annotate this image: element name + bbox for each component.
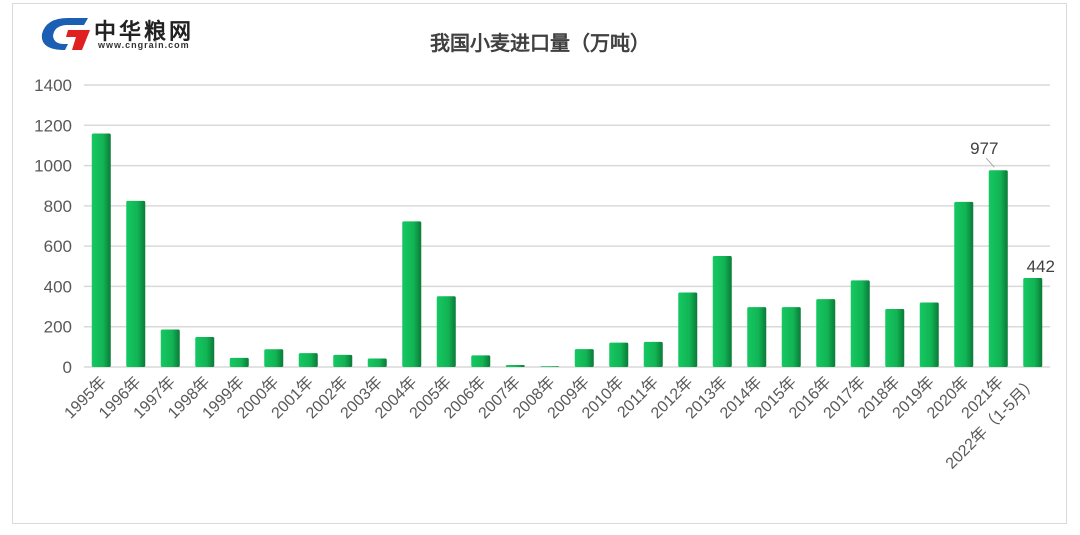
bar — [988, 170, 1008, 367]
chart-frame — [12, 3, 1067, 524]
logo-g-icon — [41, 18, 90, 50]
bar — [436, 296, 456, 367]
bar — [712, 256, 732, 367]
y-tick-label: 600 — [44, 237, 72, 256]
bar — [91, 133, 111, 367]
y-tick-label: 1400 — [34, 76, 72, 95]
bar — [298, 353, 318, 367]
y-tick-label: 200 — [44, 318, 72, 337]
bar — [471, 355, 491, 367]
data-label: 442 — [1027, 257, 1055, 276]
bar — [643, 341, 663, 367]
y-tick-label: 400 — [44, 277, 72, 296]
bar — [747, 307, 767, 367]
logo-url: www.cngrain.com — [98, 40, 190, 50]
bar — [850, 280, 870, 367]
bar — [885, 308, 905, 367]
bar — [229, 357, 249, 367]
y-tick-label: 1200 — [34, 116, 72, 135]
bar — [126, 200, 146, 367]
bar — [160, 329, 180, 367]
bar — [919, 302, 939, 367]
cngrain-logo: 中华粮网 www.cngrain.com — [38, 12, 228, 52]
bar — [574, 349, 594, 367]
bar — [816, 299, 836, 367]
bar — [781, 307, 801, 367]
data-label: 977 — [970, 139, 998, 158]
bar — [609, 342, 629, 367]
y-tick-label: 800 — [44, 197, 72, 216]
bar — [540, 366, 560, 367]
bar — [333, 354, 353, 367]
bar — [678, 292, 698, 367]
bar — [367, 358, 387, 367]
data-label-leader — [985, 157, 995, 168]
chart-title: 我国小麦进口量（万吨） — [430, 31, 650, 55]
bar — [505, 364, 525, 367]
bar — [195, 336, 215, 367]
bar — [1023, 277, 1043, 367]
bar — [954, 201, 974, 367]
bar — [264, 349, 284, 367]
logo-text: 中华粮网 — [94, 20, 195, 45]
y-tick-label: 0 — [63, 358, 72, 377]
bar — [402, 221, 422, 367]
y-tick-label: 1000 — [34, 157, 72, 176]
